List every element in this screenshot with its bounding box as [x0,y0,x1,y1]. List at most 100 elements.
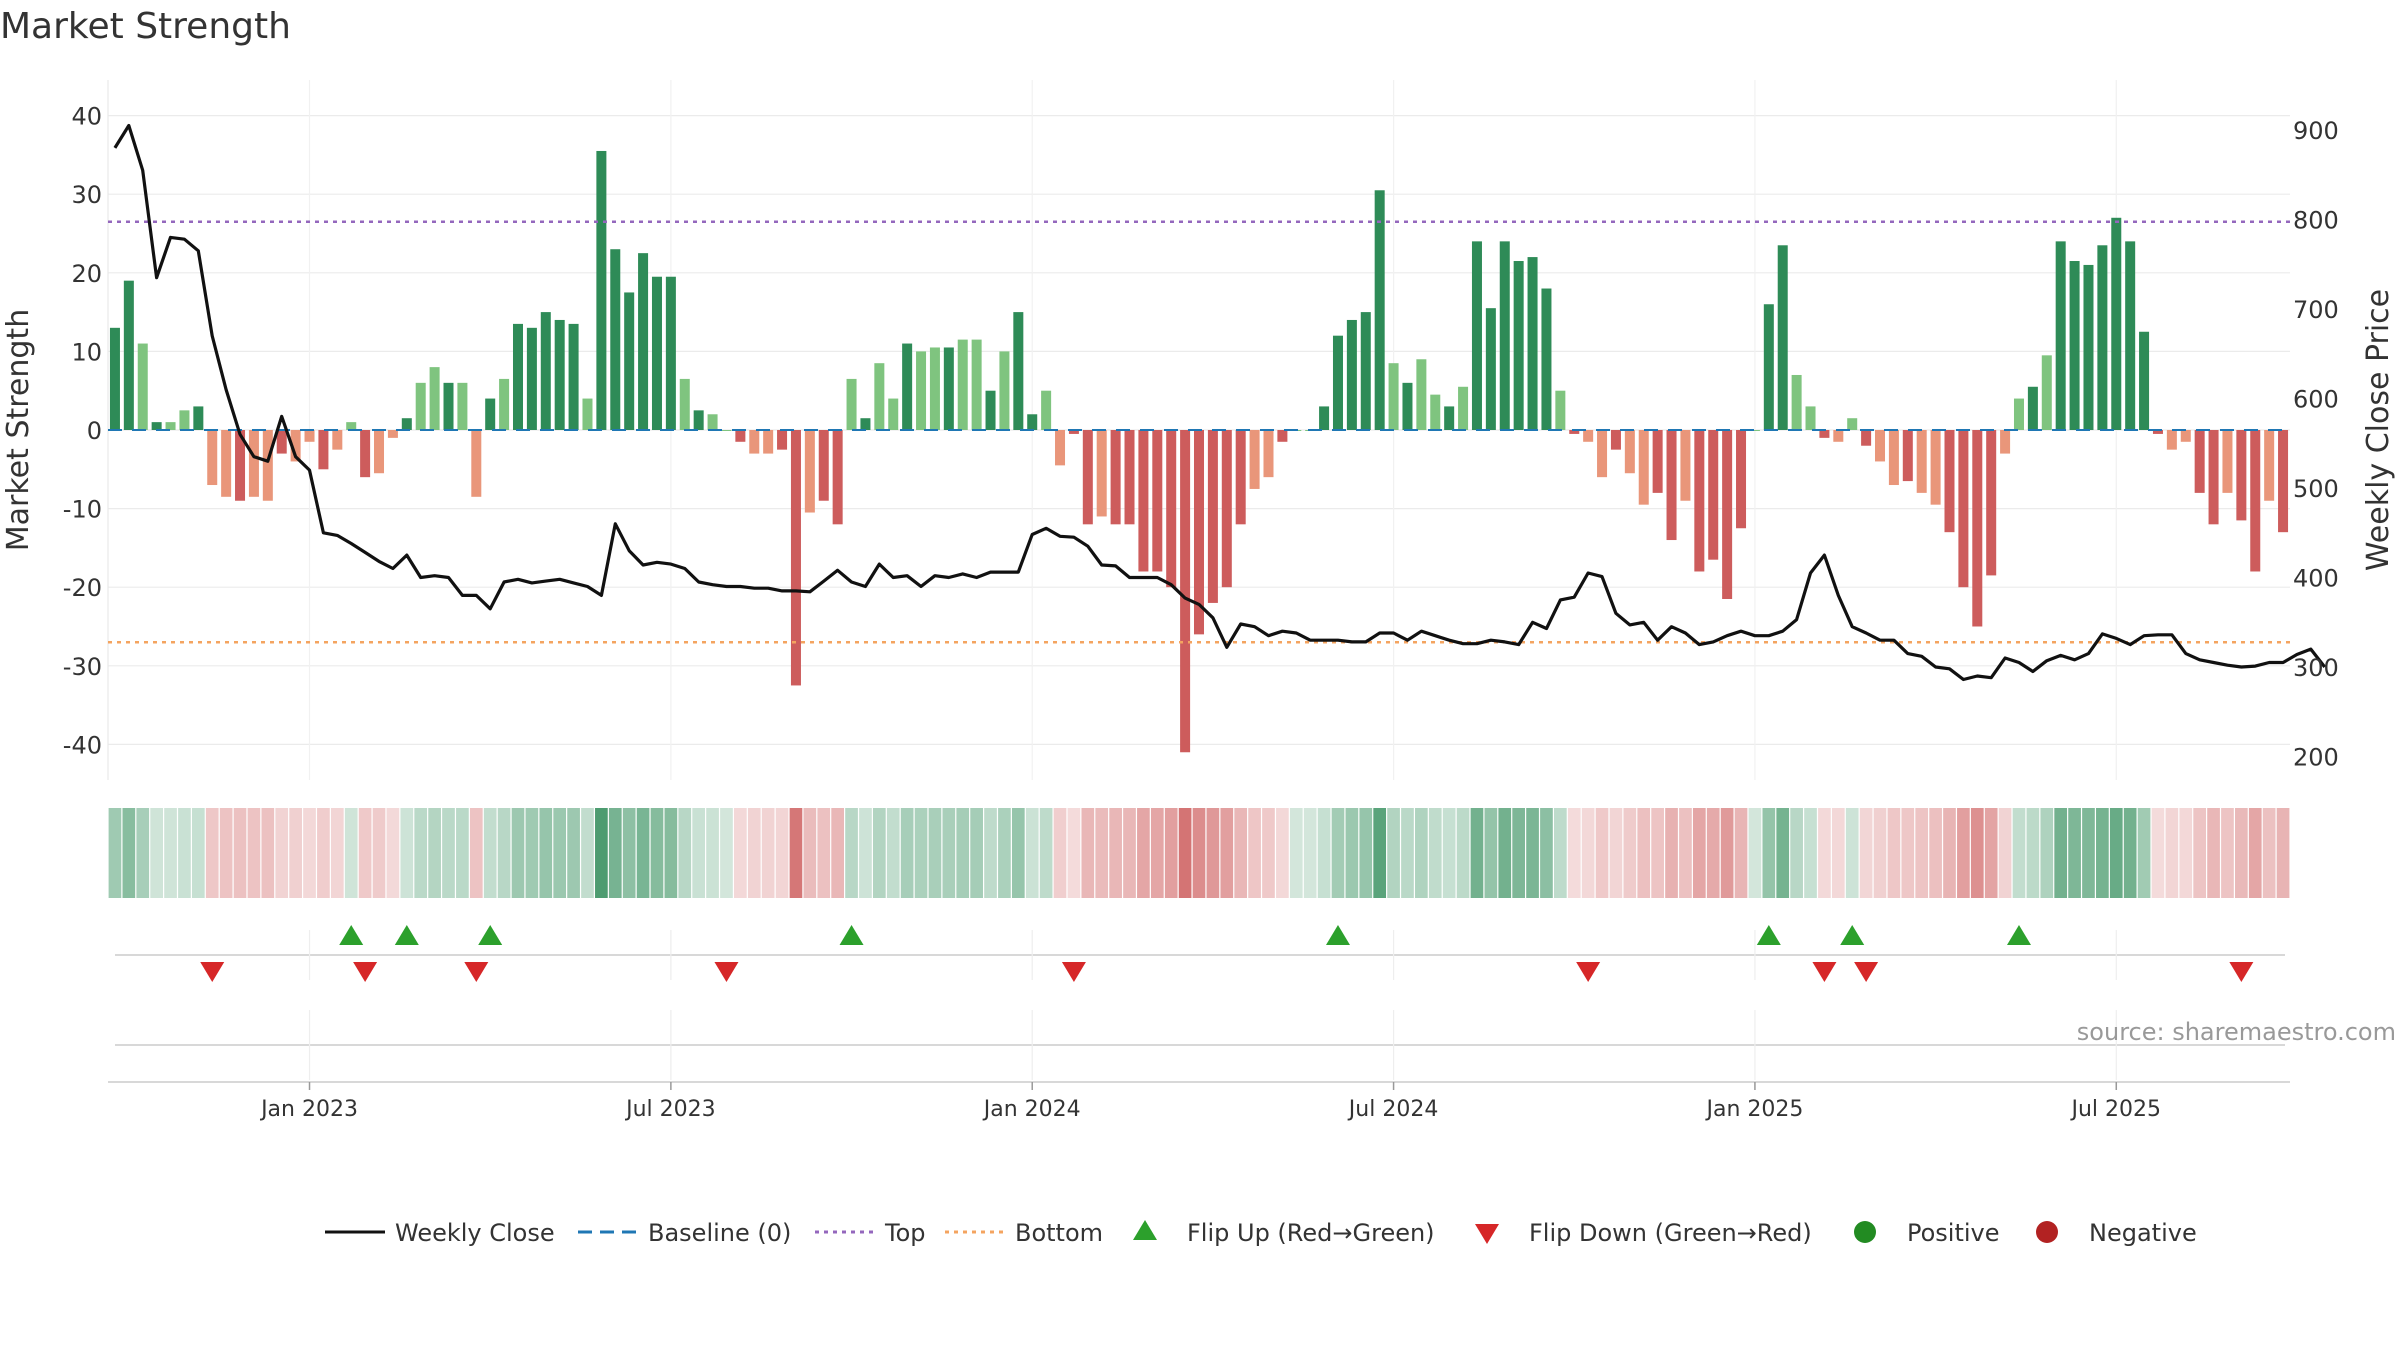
strength-bar [179,410,190,430]
heat-cell [2151,808,2165,898]
strength-bar [2250,430,2261,572]
strength-bar [512,323,523,430]
strength-bar [1513,261,1524,430]
strength-bar [1736,430,1747,529]
strength-bar [1819,430,1830,438]
strength-bar [999,351,1010,430]
heat-cell [553,808,567,898]
heat-cell [1234,808,1248,898]
heat-cell [2123,808,2137,898]
strength-bar [679,378,690,430]
strength-bar [1610,430,1621,450]
strength-bar [290,430,301,462]
heat-cell [317,808,330,898]
flip-down-marker [1854,962,1879,982]
y2-tick-label: 600 [2293,386,2339,414]
heat-cell [1192,808,1206,898]
strength-bar [2027,386,2038,430]
heat-cell [692,808,706,898]
flip-down-marker [464,962,489,982]
heat-cell [2235,808,2248,898]
strength-bar [1193,430,1205,635]
strength-bar [582,398,593,430]
strength-bar [499,378,510,430]
heat-cell [1609,808,1623,898]
strength-bar [401,418,412,430]
strength-bar [957,339,968,430]
strength-bar [2041,355,2052,430]
strength-bar [1555,390,1566,430]
y-tick-label: -20 [63,574,102,602]
strength-bar [2097,245,2108,430]
strength-bar [151,422,162,430]
flip-up-marker [339,925,364,945]
heat-cell [1692,808,1706,898]
heat-cell [1623,808,1637,898]
strength-bar [2125,241,2136,430]
strength-bar [2166,430,2177,450]
strength-heatstrip [108,808,2290,898]
heat-cell [2276,808,2290,898]
strength-bar [888,398,899,430]
strength-bar [1221,430,1232,588]
heat-cell [622,808,636,898]
heat-cell [928,808,942,898]
x-tick-label: Jan 2023 [259,1097,358,1122]
strength-bar [1541,288,1552,430]
strength-bar [1916,430,1927,493]
strength-bar [1068,430,1079,434]
heat-cell [775,808,789,898]
strength-bar [387,430,398,438]
strength-bar [1875,430,1886,462]
strength-bar [1986,430,1997,576]
heat-cell [1929,808,1942,898]
strength-bar [777,430,788,450]
strength-bar [846,378,857,430]
flip-up-marker [839,925,864,945]
strength-bar [790,430,801,686]
heat-cell [330,808,344,898]
heat-cell [2054,808,2068,898]
heat-cell [1206,808,1220,898]
heat-cell [1262,808,1275,898]
heat-cell [1178,808,1192,898]
strength-bar [929,347,940,430]
strength-bar [332,430,343,450]
strength-bar [610,249,621,430]
y-tick-label: 30 [71,181,102,209]
strength-bar [749,430,760,454]
strength-bar [916,351,927,430]
strength-bar [1124,430,1135,525]
strength-bar [651,276,662,430]
heat-cell [1345,808,1359,898]
x-tick-label: Jul 2025 [2070,1097,2162,1122]
strength-bar [1833,430,1844,442]
strength-bar [415,382,426,430]
flip-down-marker [1576,962,1601,982]
heat-cell [1859,808,1873,898]
heat-cell [233,808,247,898]
strength-bar [1722,430,1733,599]
strength-bar [568,323,579,430]
strength-bar [1527,257,1538,430]
y2-tick-label: 900 [2293,117,2339,145]
heat-cell [1984,808,1998,898]
heat-cell [789,808,803,898]
heat-cell [2179,808,2193,898]
heat-cell [2193,808,2207,898]
strength-bar [1152,430,1163,572]
heat-cell [150,808,163,898]
heat-cell [539,808,553,898]
strength-bar [1930,430,1941,505]
heat-cell [2096,808,2109,898]
strength-bar [1763,304,1774,430]
strength-bar [2208,430,2219,525]
strength-bar [1749,430,1760,431]
heat-cell [650,808,664,898]
legend-swatch [1133,1220,1157,1240]
flip-down-marker [2229,962,2254,982]
strength-bar [2152,430,2163,434]
legend-entry: Positive [1907,1219,2000,1247]
heat-cell [900,808,914,898]
heat-cell [1818,808,1831,898]
